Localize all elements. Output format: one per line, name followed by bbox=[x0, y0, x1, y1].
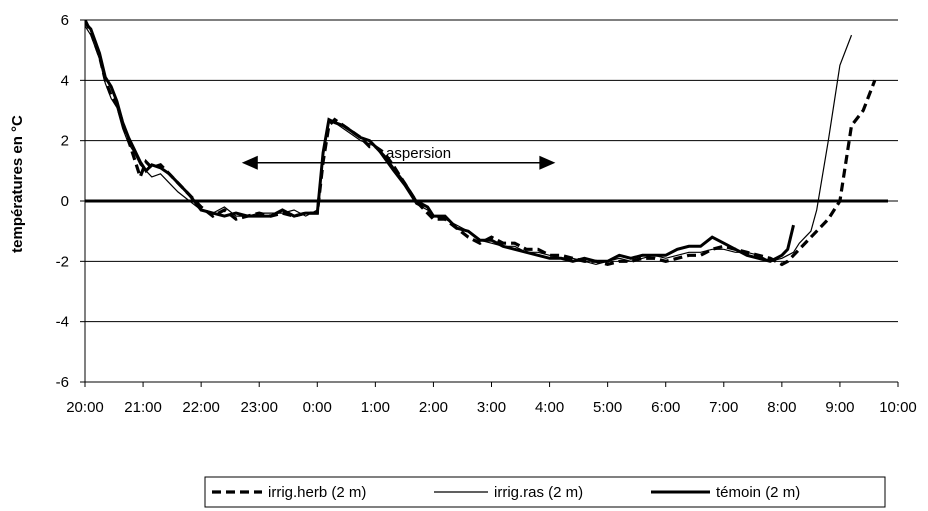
x-tick-label-2: 22:00 bbox=[182, 399, 220, 416]
x-tick-label-5: 1:00 bbox=[361, 399, 390, 416]
x-axis: 20:00 21:00 22:00 23:00 0:00 1:00 2:00 3:00 4:00… bbox=[66, 381, 917, 416]
y-tick-label-1: -4 bbox=[56, 314, 69, 331]
legend-label-2: témoin (2 m) bbox=[716, 484, 800, 501]
y-tick-label-2: -2 bbox=[56, 253, 69, 270]
legend: irrig.herb (2 m) irrig.ras (2 m) témoin (2… bbox=[204, 476, 886, 508]
legend-label-0: irrig.herb (2 m) bbox=[268, 484, 366, 501]
y-tick-label-5: 4 bbox=[61, 72, 69, 89]
legend-box bbox=[204, 476, 886, 508]
x-tick-label-6: 2:00 bbox=[419, 399, 448, 416]
y-tick-label-3: 0 bbox=[61, 193, 69, 210]
y-tick-label-4: 2 bbox=[61, 133, 69, 150]
x-tick-label-13: 9:00 bbox=[825, 399, 854, 416]
series-line-2 bbox=[85, 21, 795, 263]
x-tick-label-14: 10:00 bbox=[879, 399, 917, 416]
annotation-label: aspersion bbox=[386, 145, 451, 162]
x-tick-label-8: 4:00 bbox=[535, 399, 564, 416]
y-axis: -6 -4 -2 0 2 4 6 bbox=[56, 12, 86, 391]
x-tick-label-9: 5:00 bbox=[593, 399, 622, 416]
y-tick-label-6: 6 bbox=[61, 12, 69, 29]
series-line-1 bbox=[85, 25, 853, 266]
x-tick-label-3: 23:00 bbox=[240, 399, 278, 416]
x-tick-label-4: 0:00 bbox=[303, 399, 332, 416]
y-tick-label-0: -6 bbox=[56, 374, 69, 391]
x-tick-label-7: 3:00 bbox=[477, 399, 506, 416]
y-axis-label: températures en °C bbox=[9, 115, 26, 253]
x-tick-label-1: 21:00 bbox=[124, 399, 162, 416]
x-tick-label-11: 7:00 bbox=[709, 399, 738, 416]
x-tick-label-0: 20:00 bbox=[66, 399, 104, 416]
aspersion-annotation: aspersion bbox=[241, 145, 556, 170]
legend-label-1: irrig.ras (2 m) bbox=[494, 484, 583, 501]
series-line-0 bbox=[85, 20, 877, 267]
x-tick-label-10: 6:00 bbox=[651, 399, 680, 416]
annotation-arrowhead-right bbox=[539, 155, 556, 170]
series-lines bbox=[85, 20, 877, 267]
x-tick-label-12: 8:00 bbox=[767, 399, 796, 416]
annotation-arrowhead-left bbox=[241, 155, 258, 170]
